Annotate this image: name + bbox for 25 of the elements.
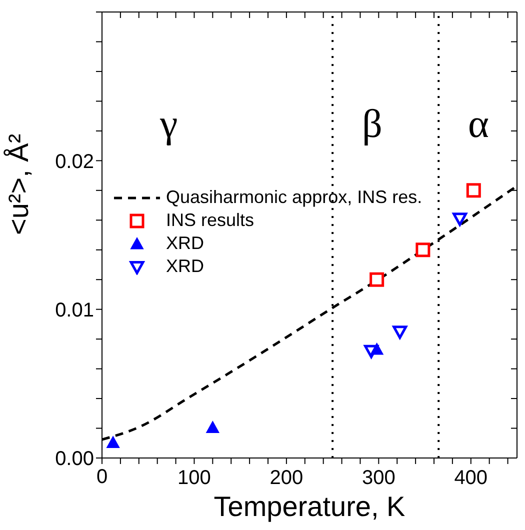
legend-label: Quasiharmonic approx, INS res. [166,186,422,209]
legend-label: XRD [166,232,204,255]
annotation: γ [160,100,178,147]
y-tick-label: 0.02 [55,150,94,173]
point [466,183,481,198]
annotation: β [362,100,382,147]
x-tick-label: 300 [362,467,396,489]
y-tick-label: 0.01 [55,299,94,322]
point [392,326,408,339]
point [452,212,468,226]
legend-label: INS results [166,209,254,232]
point [106,436,120,448]
x-tick-label: 0 [96,466,108,488]
y-tick-label: 0.00 [55,448,94,470]
x-tick-label: 100 [178,467,211,489]
y-axis-title: <u²>, Å² [2,134,34,235]
x-tick-label: 400 [454,467,488,489]
x-axis-title: Temperature, K [214,491,406,522]
point [370,272,384,287]
point [364,344,379,358]
x-tick-label: 200 [270,467,304,489]
point [416,242,430,258]
point [206,421,220,433]
annotation: α [468,100,489,147]
legend-label: XRD [166,255,204,278]
